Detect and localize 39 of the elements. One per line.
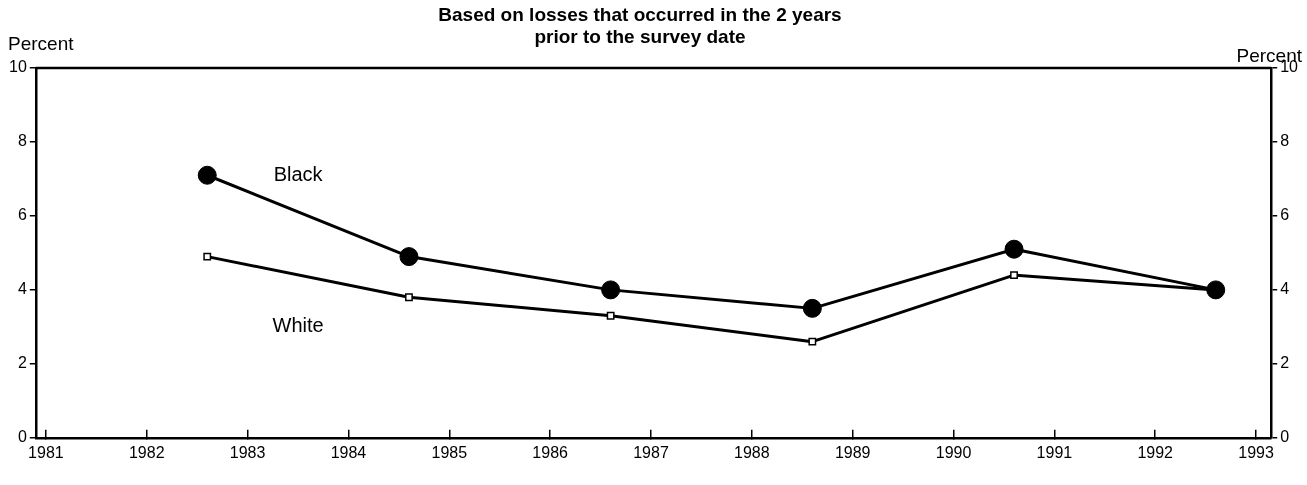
point bbox=[808, 337, 817, 346]
x-tick-label: 1989 bbox=[834, 443, 871, 461]
chart-title: Based on losses that occurred in the 2 years prior to the survey date bbox=[438, 3, 842, 47]
point bbox=[203, 252, 212, 261]
y-tick-label: 10 bbox=[9, 58, 27, 76]
x-tick-label: 1991 bbox=[1036, 443, 1073, 461]
point bbox=[1010, 271, 1018, 280]
y2-tick-label: 8 bbox=[1280, 132, 1290, 150]
y2-tick-label: 4 bbox=[1280, 280, 1290, 298]
point bbox=[601, 280, 621, 300]
y2-tick-label: 6 bbox=[1280, 206, 1290, 224]
point bbox=[405, 293, 413, 302]
series-label: Black bbox=[273, 163, 324, 186]
x-tick-label: 1992 bbox=[1137, 443, 1174, 461]
x-tick-label: 1993 bbox=[1238, 443, 1274, 461]
x-tick-label: 1986 bbox=[532, 443, 569, 461]
point bbox=[1206, 280, 1226, 300]
x-tick-label: 1990 bbox=[935, 443, 972, 461]
y-axis-title: Percent bbox=[8, 32, 75, 54]
point bbox=[606, 311, 615, 320]
x-tick-label: 1985 bbox=[431, 443, 468, 461]
point bbox=[197, 165, 217, 185]
y-tick-label: 4 bbox=[17, 280, 27, 298]
point bbox=[399, 247, 419, 267]
series-label: White bbox=[272, 314, 324, 337]
y-tick-label: 0 bbox=[17, 428, 27, 446]
x-tick-label: 1982 bbox=[128, 443, 165, 461]
x-tick-label: 1983 bbox=[229, 443, 266, 461]
y-tick-label: 8 bbox=[17, 132, 27, 150]
y-tick-label: 2 bbox=[17, 354, 27, 372]
x-tick-label: 1981 bbox=[28, 443, 64, 461]
y2-tick-label: 0 bbox=[1280, 428, 1290, 446]
y-tick-label: 6 bbox=[17, 206, 27, 224]
x-tick-label: 1984 bbox=[330, 443, 367, 461]
y2-tick-label: 2 bbox=[1280, 354, 1290, 372]
x-tick-label: 1988 bbox=[734, 443, 770, 461]
x-tick-label: 1987 bbox=[633, 443, 669, 461]
point bbox=[1004, 239, 1024, 259]
point bbox=[802, 298, 822, 318]
